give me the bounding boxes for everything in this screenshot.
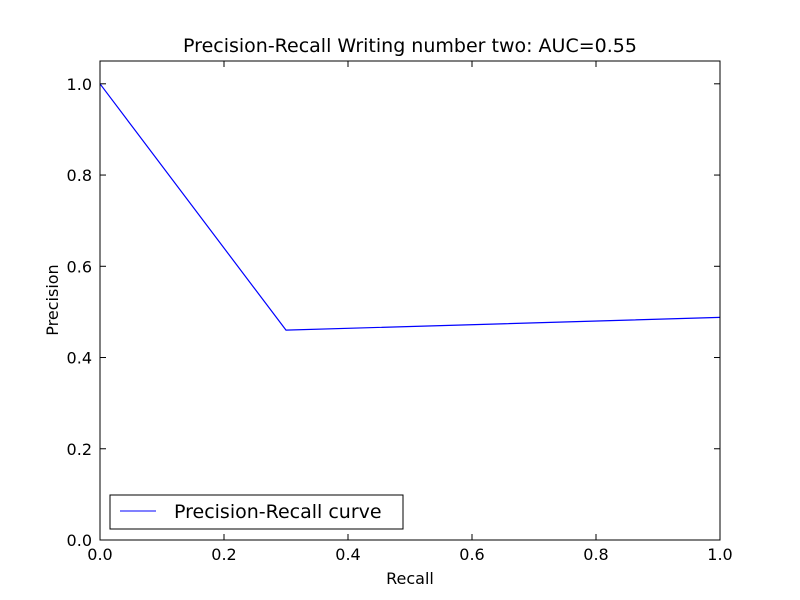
x-tick-label: 0.8 xyxy=(583,545,608,564)
plot-background xyxy=(100,61,720,540)
y-axis-label: Precision xyxy=(43,264,62,335)
legend: Precision-Recall curve xyxy=(109,494,404,530)
y-tick-label: 0.4 xyxy=(67,349,92,368)
legend-box xyxy=(109,494,404,530)
plot-area: 0.0 0.2 0.4 0.6 0.8 1.0 0.0 0.2 0.4 0.6 0.8 1.0 xyxy=(67,60,733,564)
y-tick-label: 1.0 xyxy=(67,75,92,94)
axis-ticks: 0.0 0.2 0.4 0.6 0.8 1.0 0.0 0.2 0.4 0.6 0.8 1.0 xyxy=(67,61,733,564)
y-tick-label: 0.6 xyxy=(67,257,92,276)
y-tick-label: 0.2 xyxy=(67,440,92,459)
plot-frame xyxy=(99,60,721,541)
x-tick-label: 0.6 xyxy=(459,545,484,564)
y-tick-label: 0.8 xyxy=(67,166,92,185)
x-tick-label: 0.4 xyxy=(335,545,360,564)
x-tick-label: 1.0 xyxy=(707,545,732,564)
series-lines xyxy=(99,83,721,331)
legend-label-precision-recall-curve: Precision-Recall curve xyxy=(174,501,382,523)
y-tick-label: 0.0 xyxy=(67,531,92,550)
x-tick-label: 0.2 xyxy=(211,545,236,564)
x-tick-label: 0.0 xyxy=(87,545,112,564)
x-axis-label: Recall xyxy=(386,569,434,588)
series-line-precision-recall-curve xyxy=(99,83,721,331)
chart-title: Precision-Recall Writing number two: AUC… xyxy=(183,35,637,57)
